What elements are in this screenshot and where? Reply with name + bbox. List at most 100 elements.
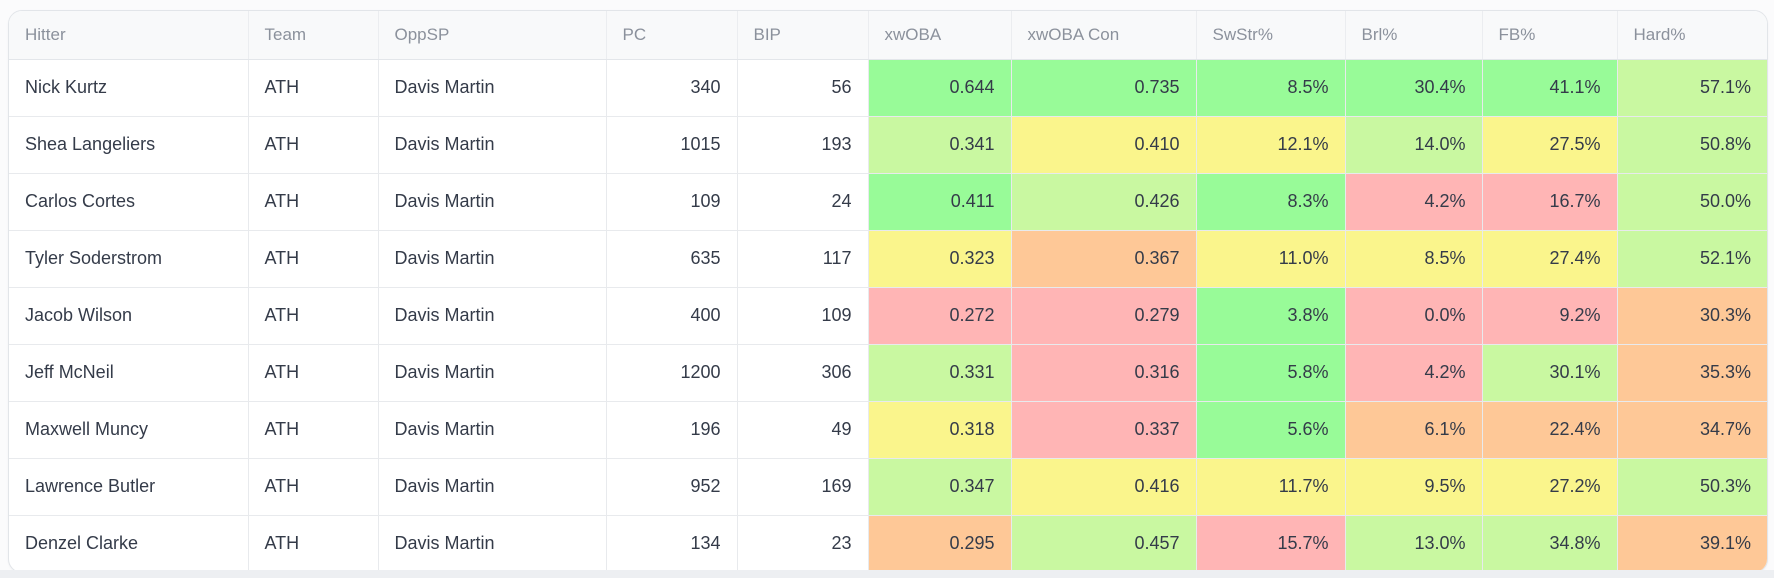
cell-bip: 49 <box>736 400 868 458</box>
cell-hitter: Denzel Clarke <box>9 514 248 572</box>
column-header-xwoba[interactable]: xwOBA <box>867 11 1011 60</box>
cell-bip: 24 <box>736 172 868 230</box>
cell-hitter: Tyler Soderstrom <box>9 229 248 287</box>
cell-xwoba-con: 0.735 <box>1010 59 1196 116</box>
cell-swstr: 11.7% <box>1195 457 1345 515</box>
cell-bip: 306 <box>736 343 868 401</box>
cell-xwoba-con: 0.457 <box>1010 514 1196 572</box>
cell-xwoba: 0.295 <box>867 514 1011 572</box>
column-header-team[interactable]: Team <box>247 11 378 60</box>
cell-hard: 34.7% <box>1616 400 1767 458</box>
cell-oppsp: Davis Martin <box>377 400 606 458</box>
cell-hard: 50.0% <box>1616 172 1767 230</box>
cell-fb: 27.4% <box>1481 229 1617 287</box>
column-header-hitter[interactable]: Hitter <box>9 11 248 60</box>
cell-oppsp: Davis Martin <box>377 514 606 572</box>
cell-bip: 117 <box>736 229 868 287</box>
cell-team: ATH <box>247 115 378 173</box>
cell-oppsp: Davis Martin <box>377 457 606 515</box>
cell-oppsp: Davis Martin <box>377 343 606 401</box>
cell-xwoba: 0.411 <box>867 172 1011 230</box>
cell-fb: 34.8% <box>1481 514 1617 572</box>
cell-brl: 0.0% <box>1344 286 1482 344</box>
cell-swstr: 3.8% <box>1195 286 1345 344</box>
cell-pc: 952 <box>605 457 737 515</box>
cell-xwoba-con: 0.337 <box>1010 400 1196 458</box>
cell-xwoba-con: 0.426 <box>1010 172 1196 230</box>
cell-team: ATH <box>247 286 378 344</box>
cell-team: ATH <box>247 514 378 572</box>
column-header-pc[interactable]: PC <box>605 11 737 60</box>
cell-fb: 30.1% <box>1481 343 1617 401</box>
page-bottom-strip <box>0 570 1774 578</box>
cell-hitter: Lawrence Butler <box>9 457 248 515</box>
table-row: Nick Kurtz ATH Davis Martin 340 56 0.644 0.735… <box>9 59 1767 116</box>
table-row: Carlos Cortes ATH Davis Martin 109 24 0.411 0.… <box>9 172 1767 230</box>
cell-xwoba: 0.341 <box>867 115 1011 173</box>
cell-team: ATH <box>247 172 378 230</box>
column-header-swstr[interactable]: SwStr% <box>1195 11 1345 60</box>
cell-pc: 196 <box>605 400 737 458</box>
cell-swstr: 8.5% <box>1195 59 1345 116</box>
cell-xwoba: 0.318 <box>867 400 1011 458</box>
cell-xwoba-con: 0.416 <box>1010 457 1196 515</box>
cell-team: ATH <box>247 229 378 287</box>
column-header-xwoba-con[interactable]: xwOBA Con <box>1010 11 1196 60</box>
cell-fb: 9.2% <box>1481 286 1617 344</box>
cell-hard: 52.1% <box>1616 229 1767 287</box>
cell-xwoba-con: 0.367 <box>1010 229 1196 287</box>
table-row: Lawrence Butler ATH Davis Martin 952 169 0.34… <box>9 457 1767 515</box>
cell-xwoba: 0.323 <box>867 229 1011 287</box>
cell-hard: 57.1% <box>1616 59 1767 116</box>
cell-bip: 109 <box>736 286 868 344</box>
cell-xwoba: 0.331 <box>867 343 1011 401</box>
cell-swstr: 15.7% <box>1195 514 1345 572</box>
cell-swstr: 8.3% <box>1195 172 1345 230</box>
cell-fb: 27.5% <box>1481 115 1617 173</box>
cell-bip: 23 <box>736 514 868 572</box>
cell-hard: 35.3% <box>1616 343 1767 401</box>
table-row: Tyler Soderstrom ATH Davis Martin 635 117 0.3… <box>9 229 1767 287</box>
column-header-oppsp[interactable]: OppSP <box>377 11 606 60</box>
table-row: Jeff McNeil ATH Davis Martin 1200 306 0.331 0.… <box>9 343 1767 401</box>
cell-hitter: Nick Kurtz <box>25 77 108 97</box>
cell-xwoba: 0.644 <box>867 59 1011 116</box>
table-row: Shea Langeliers ATH Davis Martin 1015 193 0.3… <box>9 115 1767 173</box>
cell-xwoba: 0.347 <box>867 457 1011 515</box>
cell-fb: 16.7% <box>1481 172 1617 230</box>
column-header-brl[interactable]: Brl% <box>1344 11 1482 60</box>
column-header-fb[interactable]: FB% <box>1481 11 1617 60</box>
cell-swstr: 5.6% <box>1195 400 1345 458</box>
cell-hard: 50.8% <box>1616 115 1767 173</box>
cell-team: ATH <box>247 400 378 458</box>
cell-pc: 1015 <box>605 115 737 173</box>
cell-brl: 8.5% <box>1344 229 1482 287</box>
cell-oppsp: Davis Martin <box>377 59 606 116</box>
cell-team: ATH <box>247 343 378 401</box>
cell-swstr: 11.0% <box>1195 229 1345 287</box>
cell-pc: 1200 <box>605 343 737 401</box>
cell-xwoba-con: 0.410 <box>1010 115 1196 173</box>
cell-fb: 41.1% <box>1481 59 1617 116</box>
cell-swstr: 12.1% <box>1195 115 1345 173</box>
cell-pc: 134 <box>605 514 737 572</box>
cell-oppsp: Davis Martin <box>377 286 606 344</box>
cell-hard: 30.3% <box>1616 286 1767 344</box>
cell-bip: 169 <box>736 457 868 515</box>
cell-pc: 635 <box>605 229 737 287</box>
column-header-bip[interactable]: BIP <box>736 11 868 60</box>
cell-fb: 22.4% <box>1481 400 1617 458</box>
column-header-hard[interactable]: Hard% <box>1616 11 1767 60</box>
table-row: Denzel Clarke ATH Davis Martin 134 23 0.295 0.… <box>9 514 1767 572</box>
table-row: Jacob Wilson ATH Davis Martin 400 109 0.272 0.… <box>9 286 1767 344</box>
hitter-stats-table: Hitter Team OppSP PC BIP xwOBA xwOBA Con SwStr%… <box>9 11 1767 572</box>
cell-brl: 13.0% <box>1344 514 1482 572</box>
cell-hitter: Shea Langeliers <box>9 115 248 173</box>
cell-hard: 39.1% <box>1616 514 1767 572</box>
table-row: Maxwell Muncy ATH Davis Martin 196 49 0.318 0.… <box>9 400 1767 458</box>
cell-hitter: Jeff McNeil <box>9 343 248 401</box>
cell-bip: 56 <box>736 59 868 116</box>
cell-brl: 6.1% <box>1344 400 1482 458</box>
cell-xwoba: 0.272 <box>867 286 1011 344</box>
cell-brl: 9.5% <box>1344 457 1482 515</box>
